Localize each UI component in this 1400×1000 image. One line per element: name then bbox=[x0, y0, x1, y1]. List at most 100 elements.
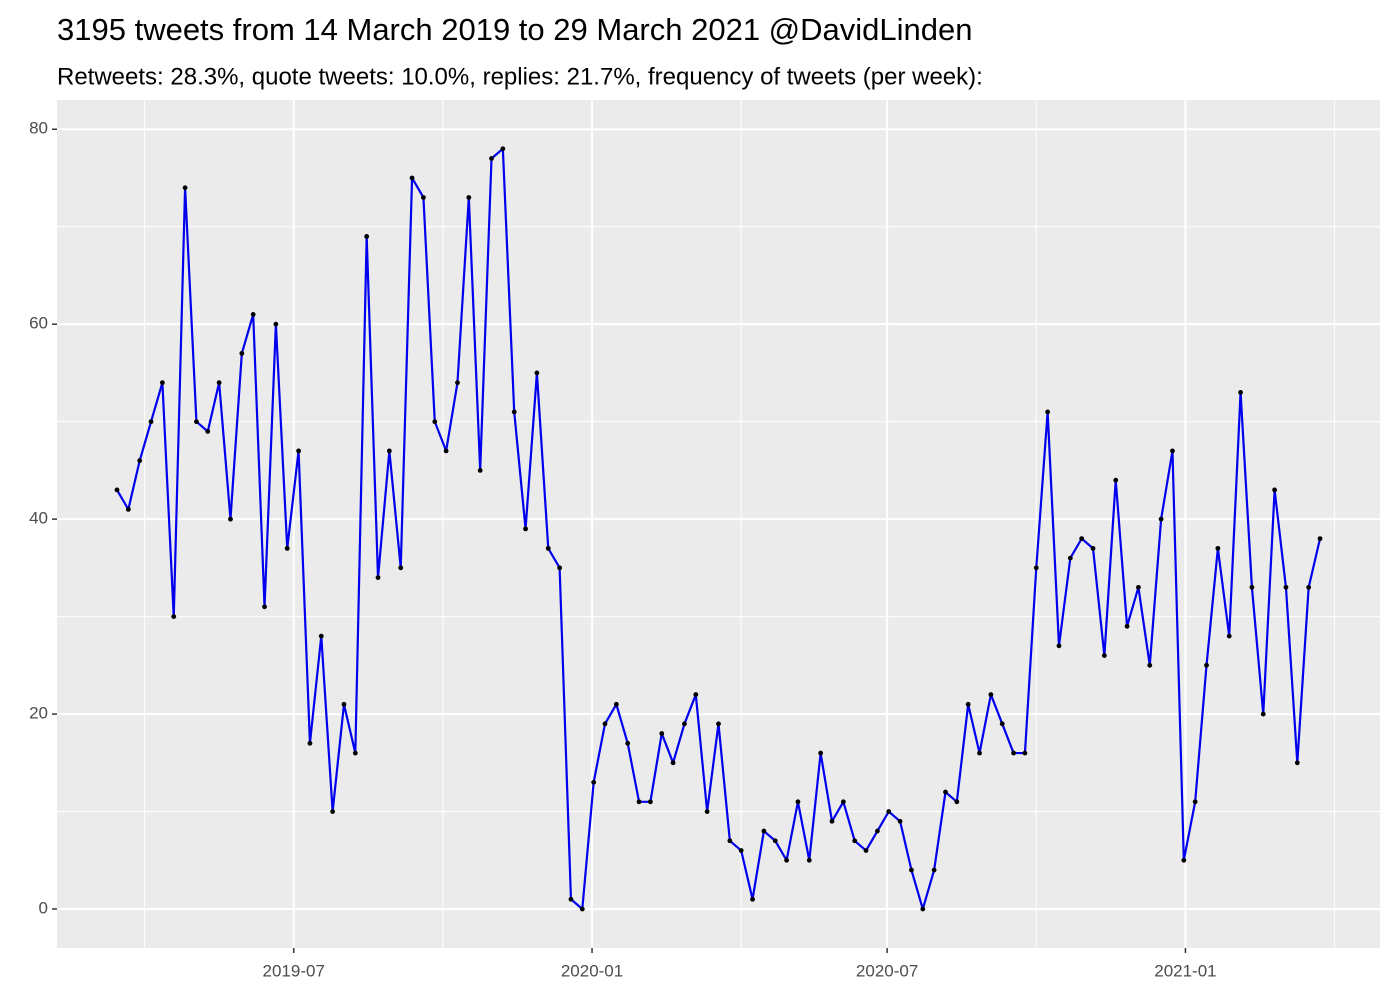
data-point bbox=[1136, 584, 1141, 590]
data-point bbox=[659, 731, 665, 736]
data-point bbox=[591, 779, 597, 785]
data-point bbox=[330, 809, 336, 814]
data-point bbox=[125, 506, 131, 512]
y-tick-label: 60 bbox=[29, 314, 48, 333]
data-point bbox=[557, 565, 563, 571]
data-point bbox=[931, 867, 937, 873]
data-point bbox=[523, 526, 528, 532]
data-point bbox=[1124, 623, 1130, 629]
data-point bbox=[262, 604, 267, 610]
data-point bbox=[1181, 857, 1187, 863]
data-point bbox=[364, 234, 370, 239]
data-point bbox=[1317, 536, 1323, 542]
data-point bbox=[716, 721, 721, 727]
data-point bbox=[784, 857, 789, 863]
data-point bbox=[613, 701, 619, 707]
data-point bbox=[682, 721, 687, 727]
data-point bbox=[727, 838, 733, 844]
data-point bbox=[1306, 584, 1312, 590]
y-tick-label: 80 bbox=[29, 119, 48, 138]
chart-title: 3195 tweets from 14 March 2019 to 29 Mar… bbox=[57, 12, 973, 47]
data-point bbox=[318, 633, 324, 639]
data-point bbox=[693, 692, 699, 697]
data-point bbox=[534, 370, 540, 376]
data-point bbox=[1170, 448, 1175, 454]
data-point bbox=[489, 156, 494, 161]
data-point bbox=[1260, 711, 1266, 717]
data-point bbox=[421, 195, 426, 200]
data-point bbox=[1215, 545, 1221, 551]
data-point bbox=[1045, 409, 1051, 415]
data-point bbox=[1204, 662, 1209, 668]
data-point bbox=[409, 175, 415, 181]
data-point bbox=[375, 575, 381, 581]
data-point bbox=[648, 799, 653, 805]
data-point bbox=[897, 818, 903, 824]
data-point bbox=[943, 789, 948, 795]
data-point bbox=[307, 740, 313, 746]
data-point bbox=[171, 614, 177, 619]
data-point bbox=[1011, 750, 1016, 756]
data-point bbox=[1249, 584, 1255, 590]
x-tick-label: 2019-07 bbox=[263, 961, 325, 980]
data-point bbox=[137, 458, 143, 464]
data-point bbox=[1226, 633, 1232, 639]
data-point bbox=[284, 545, 290, 551]
data-point bbox=[806, 857, 812, 863]
data-point bbox=[341, 701, 347, 707]
data-point bbox=[352, 750, 358, 756]
data-point bbox=[194, 419, 199, 425]
data-point bbox=[477, 467, 483, 473]
data-point bbox=[625, 740, 631, 746]
data-point bbox=[466, 195, 472, 200]
data-point bbox=[579, 906, 585, 912]
data-point bbox=[239, 351, 245, 356]
data-point bbox=[273, 321, 279, 327]
data-point bbox=[545, 545, 551, 551]
data-point bbox=[205, 429, 211, 434]
x-tick-label: 2020-01 bbox=[561, 961, 623, 980]
data-point bbox=[999, 721, 1005, 727]
data-point bbox=[738, 848, 744, 853]
data-point bbox=[909, 867, 914, 873]
data-point bbox=[114, 487, 120, 493]
data-point bbox=[988, 692, 994, 697]
data-point bbox=[1158, 516, 1164, 522]
data-point bbox=[296, 448, 301, 454]
data-point bbox=[216, 380, 222, 386]
data-point bbox=[829, 818, 835, 824]
data-point bbox=[1033, 565, 1039, 571]
data-point bbox=[795, 799, 801, 805]
data-point bbox=[511, 409, 517, 415]
data-point bbox=[1056, 643, 1062, 649]
plot-panel bbox=[57, 100, 1380, 948]
data-point bbox=[568, 896, 574, 902]
y-tick-label: 0 bbox=[39, 898, 48, 917]
data-point bbox=[1067, 555, 1073, 561]
data-point bbox=[636, 799, 642, 805]
data-point bbox=[1272, 487, 1278, 493]
data-point bbox=[1090, 545, 1096, 551]
data-point bbox=[159, 380, 165, 386]
data-point bbox=[1079, 536, 1085, 542]
data-point bbox=[1147, 662, 1153, 668]
data-point bbox=[954, 799, 960, 805]
data-point bbox=[148, 419, 154, 425]
data-point bbox=[398, 565, 404, 571]
data-point bbox=[455, 380, 460, 386]
data-point bbox=[977, 750, 982, 756]
data-point bbox=[1101, 653, 1107, 658]
data-point bbox=[386, 448, 392, 454]
data-point bbox=[874, 828, 880, 834]
data-point bbox=[432, 419, 438, 425]
chart-subtitle: Retweets: 28.3%, quote tweets: 10.0%, re… bbox=[57, 63, 983, 90]
data-point bbox=[250, 312, 256, 317]
data-point bbox=[443, 448, 449, 454]
data-point bbox=[704, 809, 710, 814]
data-point bbox=[818, 750, 824, 756]
data-point bbox=[886, 809, 892, 814]
data-point bbox=[1113, 477, 1119, 483]
data-point bbox=[182, 185, 188, 191]
data-point bbox=[228, 516, 233, 522]
